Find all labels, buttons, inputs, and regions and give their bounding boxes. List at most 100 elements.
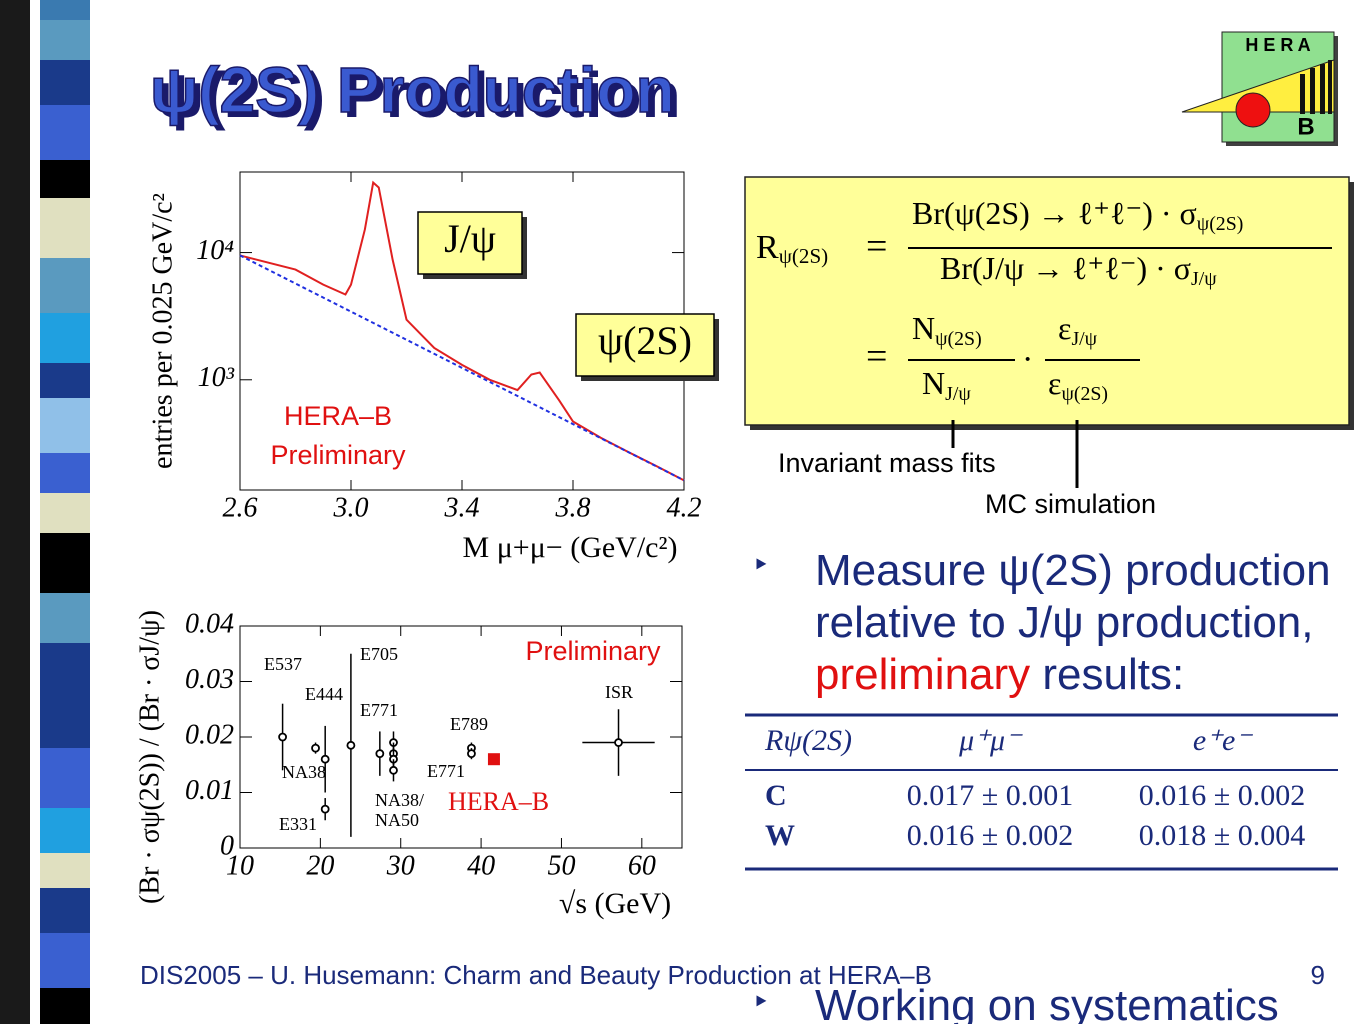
table-cell: C bbox=[765, 779, 787, 812]
formula-num: Nψ(2S) bbox=[912, 310, 982, 349]
x-tick-label: 10 bbox=[226, 850, 254, 881]
table-header: Rψ(2S) bbox=[764, 724, 852, 757]
note: Invariant mass fits bbox=[778, 448, 996, 478]
table-header: e⁺e⁻ bbox=[1193, 724, 1253, 757]
formula-num-main: Br(ψ(2S) → ℓ⁺ℓ⁻) · σ bbox=[912, 195, 1197, 231]
formula-num-sub: ψ(2S) bbox=[935, 328, 982, 350]
y-tick-label: 0 bbox=[220, 830, 234, 861]
logo-bottom: B bbox=[1297, 113, 1314, 140]
formula-den: Br(J/ψ → ℓ⁺ℓ⁻) · σJ/ψ bbox=[940, 250, 1217, 289]
formula-box bbox=[744, 176, 1354, 430]
fit-curve bbox=[239, 254, 685, 482]
formula-num-sub: ψ(2S) bbox=[1197, 213, 1244, 235]
y-axis-label: (Br · σψ(2S)) / (Br · σJ/ψ) bbox=[134, 610, 165, 904]
bullet-text: results: bbox=[1030, 650, 1185, 699]
experiment-label: E331 bbox=[279, 814, 317, 834]
result-table bbox=[745, 713, 1338, 871]
formula-den-main: N bbox=[922, 365, 945, 401]
experiment-label: E771 bbox=[360, 700, 398, 720]
data-point bbox=[467, 749, 476, 759]
formula-eq: = bbox=[866, 226, 887, 268]
data-point bbox=[346, 740, 356, 750]
bullet: Working on systematics bbox=[815, 980, 1355, 1024]
label-box bbox=[417, 211, 523, 275]
x-axis-label: M μ+μ− (GeV/c²) bbox=[463, 531, 678, 564]
x-axis-label: √s (GeV) bbox=[559, 887, 671, 920]
experiment-label: E705 bbox=[360, 644, 398, 664]
formula-eq: = bbox=[866, 336, 887, 378]
table-cell: 0.018 ± 0.004 bbox=[1139, 819, 1305, 852]
x-tick-label: 2.6 bbox=[223, 492, 258, 523]
table-cell: 0.016 ± 0.002 bbox=[1139, 779, 1305, 812]
logo-top: H E R A bbox=[1245, 35, 1310, 55]
data-point bbox=[320, 754, 330, 764]
preliminary-label: Preliminary bbox=[270, 440, 406, 470]
x-tick-label: 50 bbox=[547, 850, 575, 881]
formula-den-sub: ψ(2S) bbox=[1061, 383, 1108, 405]
bullet-text: Measure ψ(2S) production relative to J/ψ… bbox=[815, 546, 1331, 647]
formula-den-sub: J/ψ bbox=[945, 383, 971, 405]
preliminary-label: HERA–B bbox=[284, 401, 392, 431]
logo: H E R A B bbox=[1181, 31, 1338, 146]
x-tick-label: 4.2 bbox=[667, 492, 702, 523]
bullet-marker: ‣ bbox=[752, 549, 770, 582]
data-point bbox=[389, 765, 398, 775]
formula-num: εJ/ψ bbox=[1058, 310, 1098, 349]
experiment-label: E444 bbox=[305, 684, 343, 704]
experiment-label: NA50 bbox=[375, 810, 419, 830]
experiment-label: HERA–B bbox=[448, 787, 549, 816]
bullet-marker: ‣ bbox=[752, 986, 770, 1019]
data-point bbox=[278, 732, 287, 742]
formula-lhs-sub: ψ(2S) bbox=[779, 244, 829, 268]
y-tick-label: 0.01 bbox=[185, 775, 234, 806]
x-tick-label: 3.8 bbox=[555, 492, 591, 523]
page-number: 9 bbox=[1311, 960, 1325, 990]
y-axis-label: entries per 0.025 GeV/c² bbox=[147, 193, 178, 469]
bullet-text: Working on systematics bbox=[815, 981, 1279, 1024]
experiment-label: NA38 bbox=[282, 762, 326, 782]
data-point bbox=[614, 738, 623, 747]
fit-curve bbox=[239, 180, 685, 482]
experiment-label: Preliminary bbox=[525, 636, 661, 666]
formula-lhs: Rψ(2S) bbox=[756, 229, 828, 268]
experiment-label: E771 bbox=[427, 761, 465, 781]
experiment-label: NA38/ bbox=[375, 790, 424, 810]
x-tick-label: 40 bbox=[467, 850, 495, 881]
peak-label: J/ψ bbox=[444, 216, 496, 261]
formula-num-main: N bbox=[912, 310, 935, 346]
bullet: Measure ψ(2S) production relative to J/ψ… bbox=[815, 545, 1355, 701]
title-shadow: ψ(2S) Production bbox=[156, 59, 681, 131]
table-header: μ⁺μ⁻ bbox=[958, 724, 1023, 757]
x-tick-label: 60 bbox=[628, 850, 656, 881]
formula-den-sub: J/ψ bbox=[1191, 268, 1217, 290]
data-point bbox=[375, 749, 385, 759]
bullet-highlight: preliminary bbox=[815, 650, 1031, 699]
x-tick-label: 30 bbox=[386, 850, 415, 881]
y-tick-label: 0.03 bbox=[185, 664, 234, 695]
formula-dot: · bbox=[1022, 341, 1033, 378]
formula-num-sub: J/ψ bbox=[1071, 328, 1097, 350]
y-tick-label: 0.04 bbox=[185, 608, 234, 639]
experiment-label: ISR bbox=[605, 682, 633, 702]
data-point bbox=[487, 753, 500, 766]
formula-lhs-main: R bbox=[756, 229, 779, 266]
label-box bbox=[575, 313, 715, 377]
experiment-label: E537 bbox=[264, 654, 302, 674]
x-tick-label: 3.4 bbox=[444, 492, 480, 523]
table-cell: 0.016 ± 0.002 bbox=[907, 819, 1073, 852]
formula-num: Br(ψ(2S) → ℓ⁺ℓ⁻) · σψ(2S) bbox=[912, 195, 1243, 234]
side-stripe bbox=[0, 0, 90, 1024]
formula-den-main: Br(J/ψ → ℓ⁺ℓ⁻) · σ bbox=[940, 250, 1191, 286]
formula-den: NJ/ψ bbox=[922, 365, 971, 404]
x-tick-label: 20 bbox=[306, 850, 334, 881]
table-cell: W bbox=[765, 819, 795, 852]
footer: DIS2005 – U. Husemann: Charm and Beauty … bbox=[140, 960, 932, 990]
data-point bbox=[311, 743, 320, 753]
formula-den: εψ(2S) bbox=[1048, 365, 1108, 404]
y-tick-label: 10⁴ bbox=[196, 235, 234, 266]
experiment-label: E789 bbox=[450, 714, 488, 734]
formula-num-main: ε bbox=[1058, 310, 1071, 346]
y-tick-label: 0.02 bbox=[185, 719, 234, 750]
